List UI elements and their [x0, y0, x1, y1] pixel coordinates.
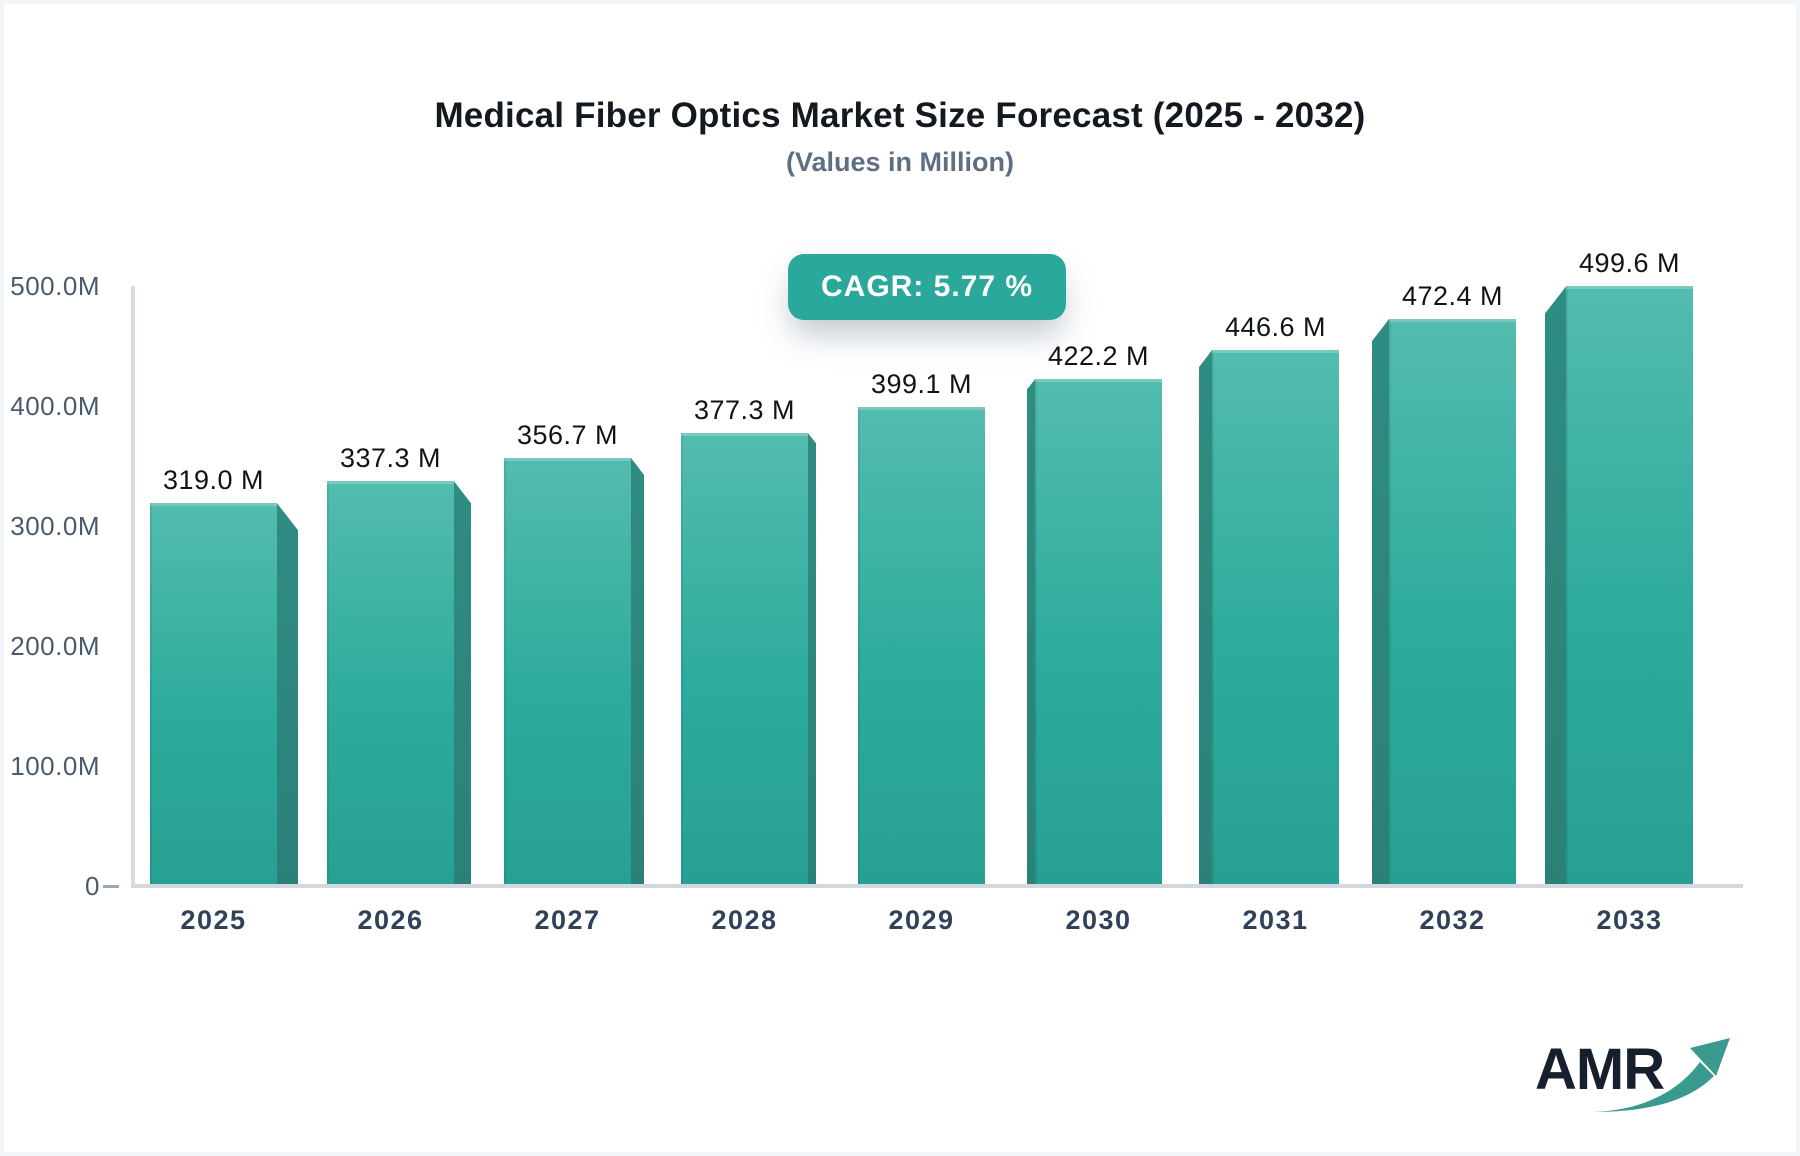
bar-value-label-2031: 446.6 M [1224, 312, 1327, 343]
y-tick-label-0: 0 [85, 871, 100, 901]
bar-value-label-2028: 377.3 M [693, 395, 796, 426]
bar-2026[interactable] [327, 481, 454, 886]
x-tick-label-2026: 2026 [357, 905, 424, 935]
chart-subtitle: (Values in Million) [785, 147, 1015, 177]
x-tick-label-2029: 2029 [888, 905, 955, 935]
zero-tick-mark [103, 885, 119, 888]
y-axis-line [131, 286, 135, 887]
x-axis-line [131, 884, 1743, 888]
y-tick-label-200: 200.0M [10, 631, 100, 661]
x-tick-label-2031: 2031 [1242, 905, 1309, 935]
bar-value-label-2029: 399.1 M [870, 369, 973, 400]
bar-2029[interactable] [858, 407, 985, 886]
amr-logo-text: AMR [1535, 1037, 1665, 1102]
bar-2030-side-face [1027, 379, 1035, 886]
x-tick-label-2028: 2028 [711, 905, 778, 935]
x-tick-label-2033: 2033 [1596, 905, 1663, 935]
bar-value-label-2032: 472.4 M [1401, 281, 1504, 312]
growth-arrow-icon [1594, 1038, 1730, 1112]
bar-2031-side-face [1199, 350, 1212, 886]
bar-2030[interactable] [1035, 379, 1162, 886]
x-tick-label-2027: 2027 [534, 905, 601, 935]
bar-value-label-2026: 337.3 M [339, 443, 442, 474]
x-tick-label-2030: 2030 [1065, 905, 1132, 935]
y-tick-label-100: 100.0M [10, 751, 100, 781]
bar-2025[interactable] [150, 503, 277, 886]
bar-2025-side-face [277, 503, 298, 886]
y-tick-label-300: 300.0M [10, 511, 100, 541]
bar-2032-side-face [1372, 319, 1389, 886]
bar-value-label-2027: 356.7 M [516, 419, 619, 450]
x-tick-label-2025: 2025 [180, 905, 247, 935]
x-tick-label-2032: 2032 [1419, 905, 1486, 935]
bar-value-label-2030: 422.2 M [1047, 341, 1150, 372]
chart-title: Medical Fiber Optics Market Size Forecas… [434, 96, 1366, 135]
y-tick-label-500: 500.0M [10, 271, 100, 301]
bar-2028-side-face [808, 433, 816, 886]
bar-2031[interactable] [1212, 350, 1339, 886]
bar-2028[interactable] [681, 433, 808, 886]
bar-2027[interactable] [504, 457, 631, 886]
cagr-badge: CAGR: 5.77 % [788, 254, 1067, 320]
amr-logo: AMR [1530, 1030, 1745, 1130]
y-tick-label-400: 400.0M [10, 391, 100, 421]
bar-2027-side-face [631, 457, 644, 886]
bar-value-label-2025: 319.0 M [162, 465, 265, 496]
bar-2026-side-face [454, 481, 471, 886]
bar-2033[interactable] [1566, 286, 1693, 886]
bar-value-label-2033: 499.6 M [1578, 248, 1681, 279]
bar-2032[interactable] [1389, 319, 1516, 886]
bar-2033-side-face [1545, 286, 1566, 886]
